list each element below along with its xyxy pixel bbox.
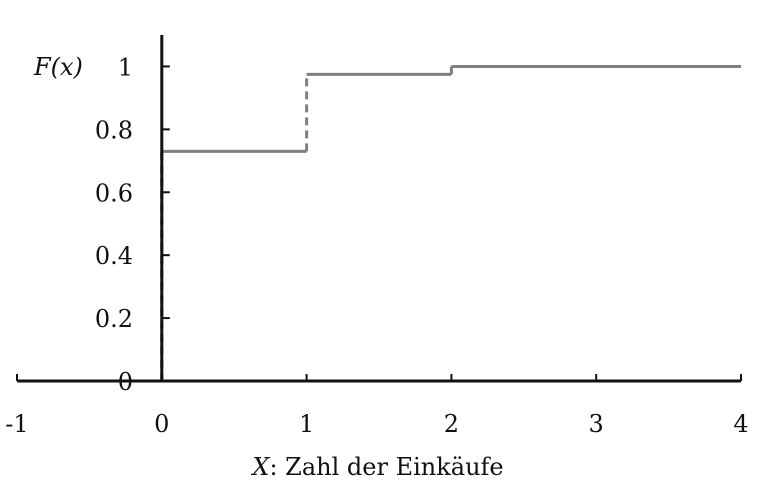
x-tick-label: 0 [154, 410, 169, 438]
y-ticks: 0 0.2 0.4 0.6 0.8 1 [95, 53, 170, 396]
step-segments [17, 64, 741, 383]
y-axis-label: F(x) [33, 53, 83, 81]
y-tick-label: 1 [118, 53, 133, 81]
x-tick-label: 3 [589, 410, 604, 438]
y-tick-label: 0.4 [95, 242, 133, 270]
x-axis-label: X: Zahl der Einkäufe [250, 453, 503, 481]
x-ticks: -1 0 1 2 3 4 [5, 374, 749, 438]
x-tick-label: -1 [5, 410, 28, 438]
y-tick-label: 0.6 [95, 179, 133, 207]
y-tick-label: 0.2 [95, 305, 133, 333]
x-axis-label-variable: X [250, 453, 270, 481]
x-tick-label: 2 [444, 410, 459, 438]
x-tick-label: 4 [733, 410, 748, 438]
y-tick-label: 0.8 [95, 116, 133, 144]
x-tick-label: 1 [299, 410, 314, 438]
axes [17, 35, 741, 383]
x-axis-label-text: : Zahl der Einkäufe [269, 453, 503, 481]
jump-segments [160, 66, 453, 381]
y-tick-label: 0 [118, 368, 133, 396]
